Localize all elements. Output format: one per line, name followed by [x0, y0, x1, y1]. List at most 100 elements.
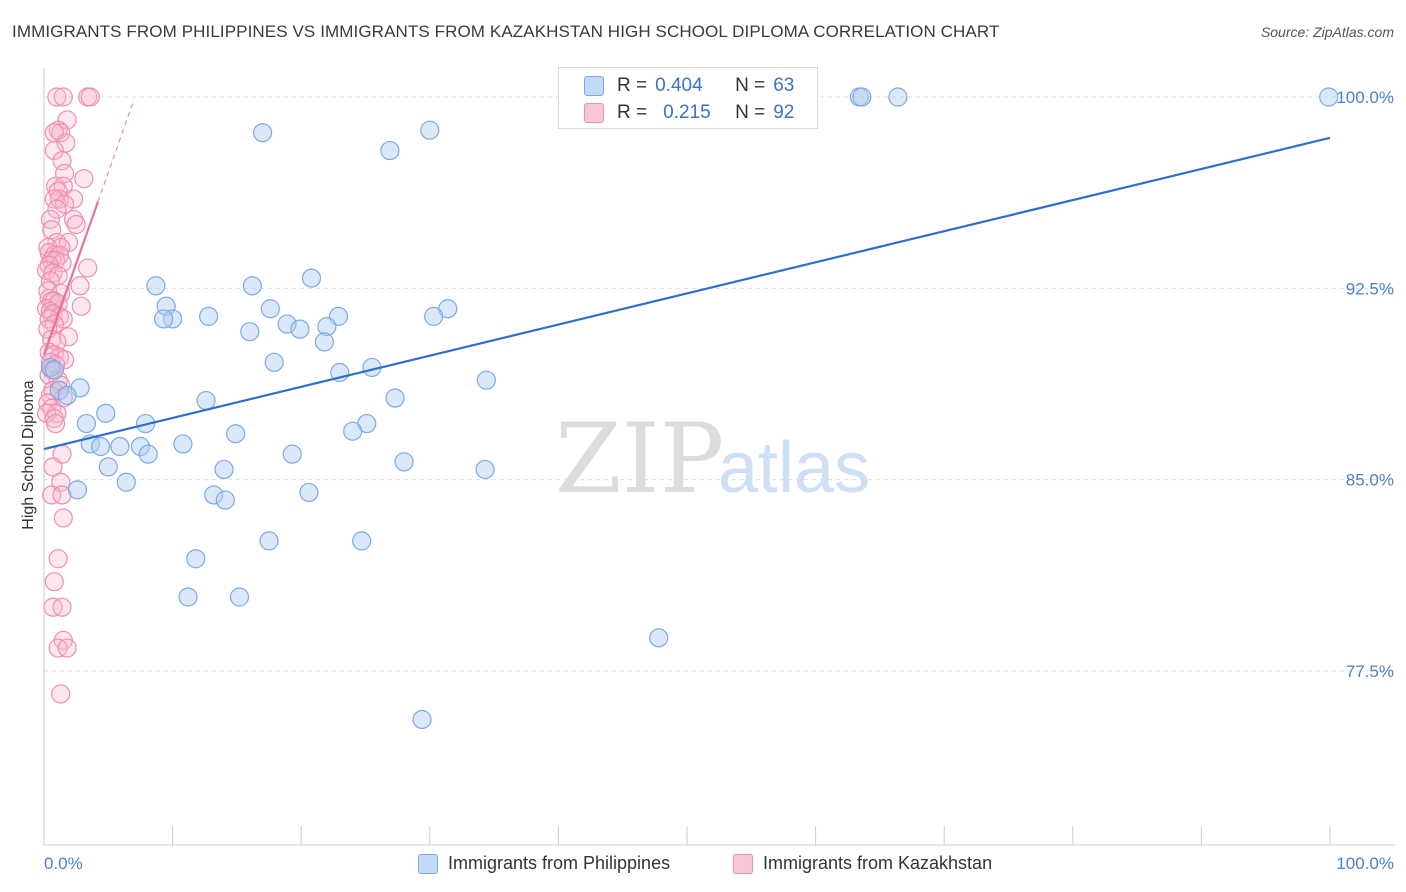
kazakhstan-point-48 — [71, 296, 91, 316]
kazakhstan-point-20 — [47, 199, 67, 219]
kazakhstan-point-54 — [39, 309, 59, 329]
kazakhstan-point-38 — [43, 263, 63, 283]
x-tick-label-0: 0.0% — [44, 854, 83, 873]
kazakhstan-point-22 — [63, 209, 84, 230]
series-legend: Immigrants from Philippines Immigrants f… — [0, 850, 1406, 880]
kazakhstan-point-80 — [43, 457, 63, 477]
kazakhstan-point-18 — [63, 189, 84, 209]
philippines-point-6 — [380, 140, 400, 161]
philippines-point-62 — [412, 709, 432, 730]
philippines-point-18 — [424, 306, 444, 326]
philippines-point-9 — [301, 268, 322, 288]
x-tick-label-1: 100.0% — [1336, 854, 1394, 873]
x-tick-labels: 0.0% 100.0% — [44, 854, 1394, 873]
philippines-point-12 — [153, 309, 174, 329]
philippines-point-50 — [475, 459, 495, 480]
philippines-point-56 — [259, 531, 279, 551]
grid-lines — [44, 96, 1395, 672]
watermark-zip: ZIP — [555, 403, 724, 515]
source-credit: Source: ZipAtlas.com — [1260, 24, 1394, 40]
philippines-point-26 — [476, 370, 496, 390]
y-tick-label-3: 77.5% — [1346, 662, 1394, 681]
legend-row-philippines: R = 0.404 N = 63 — [584, 74, 794, 98]
kazakhstan-point-92 — [51, 684, 71, 704]
kazakhstan-point-0 — [47, 87, 67, 107]
kazakhstan-point-6 — [51, 123, 71, 143]
kazakhstan-point-85 — [48, 549, 68, 569]
philippines-point-54 — [215, 490, 235, 510]
n-label: N = — [735, 75, 766, 96]
philippines-point-58 — [186, 549, 206, 569]
philippines-point-3 — [1319, 87, 1339, 107]
kazakhstan-point-83 — [52, 485, 72, 505]
legend-label-kazakhstan: Immigrants from Kazakhstan — [763, 853, 993, 873]
philippines-point-14 — [260, 299, 280, 319]
philippines-point-4 — [253, 123, 273, 143]
kazakhstan-point-86 — [44, 572, 64, 592]
philippines-point-35 — [76, 413, 97, 434]
kazakhstan-point-36 — [78, 258, 98, 278]
philippines-point-39 — [226, 424, 246, 444]
watermark: ZIP atlas — [555, 403, 870, 515]
kazakhstan-point-41 — [70, 276, 90, 296]
philippines-point-43 — [130, 436, 151, 457]
axes — [43, 68, 1395, 846]
philippines-point-51 — [116, 472, 136, 492]
kazakhstan-point-8 — [56, 133, 76, 153]
kazakhstan-point-1 — [53, 87, 73, 107]
watermark-atlas: atlas — [718, 428, 870, 508]
philippines-point-22 — [314, 332, 334, 352]
legend-item-kazakhstan[interactable]: Immigrants from Kazakhstan — [733, 853, 992, 874]
kazakhstan-point-78 — [45, 413, 66, 434]
philippines-point-48 — [98, 457, 118, 477]
y-tick-label-1: 92.5% — [1346, 279, 1394, 298]
philippines-point-21 — [317, 317, 337, 337]
philippines-point-61 — [649, 628, 669, 648]
kazakhstan-point-82 — [42, 485, 62, 505]
philippines-point-13 — [199, 306, 219, 326]
philippines-point-52 — [67, 480, 88, 500]
philippines-point-19 — [240, 322, 260, 342]
philippines-point-47 — [394, 452, 414, 472]
philippines-point-31 — [57, 385, 77, 406]
kazakhstan-points — [36, 87, 100, 704]
kazakhstan-point-91 — [57, 638, 77, 658]
kazakhstan-point-88 — [52, 597, 72, 617]
philippines-point-5 — [420, 120, 440, 140]
kazakhstan-trendline — [42, 201, 100, 356]
y-tick-label-0: 100.0% — [1336, 88, 1394, 107]
philippines-point-45 — [138, 444, 158, 464]
kazakhstan-legend-swatch — [733, 853, 753, 874]
kazakhstan-point-9 — [44, 140, 64, 161]
kazakhstan-point-21 — [40, 209, 61, 230]
philippines-point-33 — [385, 388, 405, 408]
kazakhstan-swatch — [584, 103, 604, 123]
kazakhstan-point-3 — [80, 87, 100, 107]
y-tick-label-2: 85.0% — [1346, 471, 1394, 490]
kazakhstan-trendline-extension — [97, 99, 135, 202]
r-label: R = — [617, 102, 648, 123]
philippines-points — [40, 87, 1339, 730]
philippines-point-57 — [352, 531, 372, 551]
philippines-swatch — [584, 76, 604, 96]
kazakhstan-point-12 — [74, 169, 94, 189]
legend-item-philippines[interactable]: Immigrants from Philippines — [418, 853, 670, 874]
philippines-point-32 — [196, 390, 216, 411]
philippines-legend-swatch — [418, 853, 438, 874]
philippines-point-38 — [343, 421, 363, 441]
legend-row-kazakhstan: R = 0.215 N = 92 — [584, 101, 795, 125]
philippines-trendline — [43, 136, 1331, 451]
philippines-point-1 — [852, 87, 872, 107]
kazakhstan-n-value: 92 — [773, 102, 795, 123]
kazakhstan-point-23 — [66, 214, 86, 235]
kazakhstan-r-value: 0.215 — [663, 102, 711, 123]
philippines-point-53 — [204, 485, 224, 505]
r-label: R = — [617, 75, 648, 96]
philippines-point-20 — [290, 319, 310, 339]
kazakhstan-point-57 — [58, 327, 79, 347]
philippines-point-49 — [214, 459, 234, 480]
kazakhstan-point-24 — [42, 220, 62, 240]
correlation-legend: R = 0.404 N = 63 R = 0.215 N = 92 — [558, 67, 818, 129]
n-label: N = — [735, 102, 766, 123]
philippines-point-44 — [173, 434, 193, 454]
